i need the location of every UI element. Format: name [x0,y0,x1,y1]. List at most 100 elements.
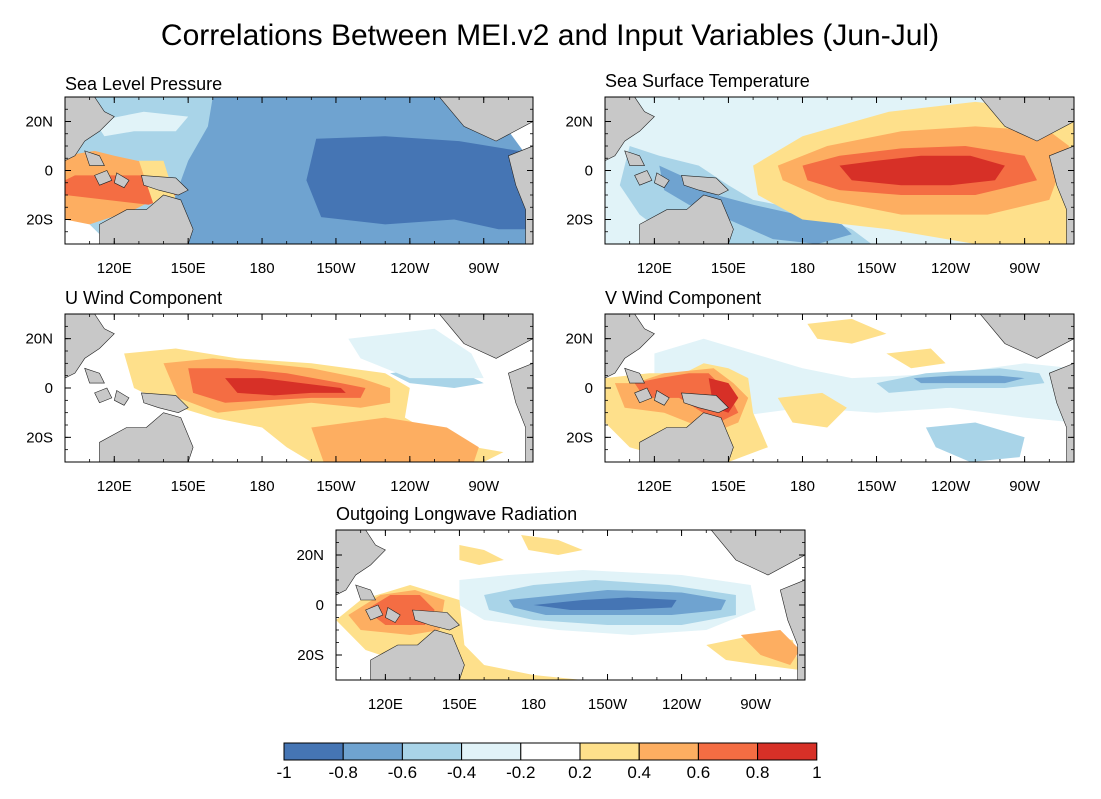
correlation-field [65,97,533,244]
lon-tick-label: 120E [637,478,672,495]
land-mass [84,150,105,166]
land-mass [639,194,734,244]
colorbar: -1 -0.8 -0.6 -0.4 -0.2 0.2 0.4 0.6 0.8 1 [276,742,822,782]
colorbar-label: -0.2 [506,763,535,782]
colorbar-label: 0.2 [568,763,592,782]
lon-tick-label: 120E [637,260,672,277]
land-mass [99,194,194,244]
panel-title: V Wind Component [605,288,761,308]
lon-tick-label: 90W [468,260,500,277]
lat-tick-label: 20N [565,331,593,348]
lat-tick-label: 0 [316,597,324,614]
colorbar-label: -0.4 [447,763,476,782]
correlation-contour [533,597,677,610]
land-mass [710,530,805,576]
lon-tick-label: 150E [442,696,477,713]
land-mass [65,97,115,162]
colorbar-swatch [579,742,640,761]
colorbar-label: -0.6 [388,763,417,782]
land-mass [634,170,653,186]
lat-tick-label: 20S [566,212,593,229]
lat-tick-label: 20N [25,331,53,348]
colorbar-swatch [461,742,522,761]
correlation-contour [654,338,1074,438]
land-mass [94,170,113,186]
lon-tick-label: 120W [390,478,430,495]
panel-title: Outgoing Longwave Radiation [336,504,577,524]
lon-tick-label: 180 [250,478,275,495]
lon-tick-label: 90W [740,696,772,713]
correlation-contour [311,417,479,462]
correlation-field [605,97,1074,244]
lon-tick-label: 90W [1009,478,1041,495]
correlation-contour [925,422,1025,462]
lat-tick-label: 0 [45,380,53,397]
correlation-contour [740,630,801,665]
colorbar-swatch [342,742,403,761]
lon-tick-label: 150E [711,478,746,495]
land-mass [681,175,729,196]
lon-tick-label: 150E [171,260,206,277]
land-mass [365,604,384,621]
map-panel-olr: Outgoing Longwave Radiation 120E 150E 180 15… [296,504,806,713]
lat-tick-label: 20N [296,547,324,564]
land-mass [1048,145,1074,244]
lat-tick-label: 20S [297,647,324,664]
land-mass [141,175,189,196]
lon-tick-label: 120E [97,260,132,277]
land-mass [605,314,655,379]
land-mass [605,97,655,162]
lon-tick-label: 120E [97,478,132,495]
lon-tick-label: 90W [468,478,500,495]
correlation-contour [839,155,1005,186]
land-mass [65,314,115,379]
correlation-contour [807,318,887,344]
land-mass [113,172,130,189]
lon-tick-label: 180 [790,260,815,277]
panel-title: U Wind Component [65,288,222,308]
lon-tick-label: 150W [316,478,356,495]
correlation-contour [94,111,189,137]
lat-tick-label: 20N [565,114,593,131]
figure-title: Correlations Between MEI.v2 and Input Va… [161,19,939,52]
lat-tick-label: 20N [25,114,53,131]
lon-tick-label: 120W [390,260,430,277]
colorbar-swatch [757,742,818,761]
colorbar-swatch [401,742,463,761]
correlation-field [605,314,1074,462]
colorbar-swatch [697,742,759,761]
colorbar-label: 0.6 [687,763,711,782]
land-mass [639,412,734,462]
lon-tick-label: 150W [588,696,628,713]
lat-tick-label: 0 [585,380,593,397]
land-mass [439,314,533,359]
colorbar-label: 0.4 [627,763,651,782]
lat-tick-label: 20S [26,212,53,229]
land-mass [979,97,1074,142]
colorbar-label: 0.8 [746,763,770,782]
panel-title: Sea Level Pressure [65,74,222,94]
lat-tick-label: 20S [566,429,593,446]
colorbar-swatch [638,742,699,761]
land-mass [508,145,533,244]
land-mass [439,97,533,142]
land-mass [113,390,130,406]
lon-tick-label: 120W [662,696,702,713]
colorbar-label: -0.8 [329,763,358,782]
map-panel-v: V Wind Component 120E 150E 180 150W 120W 90W 20… [565,288,1075,495]
land-mass [634,387,653,404]
lon-tick-label: 150W [857,478,897,495]
correlation-contour [886,348,946,369]
correlation-field [65,314,533,462]
correlation-contour [913,375,1025,384]
map-panel-u: U Wind Component 120E 150E 180 150W 120W 90W 20… [25,288,534,495]
land-mass [412,609,460,631]
land-mass [84,367,105,384]
map-panel-sst: Sea Surface Temperature 120E 150E 180 150W 12… [565,71,1075,277]
correlation-contour [225,378,346,396]
lon-tick-label: 120W [931,478,971,495]
lon-tick-label: 120W [931,260,971,277]
colorbar-swatch [283,742,344,761]
lon-tick-label: 180 [250,260,275,277]
